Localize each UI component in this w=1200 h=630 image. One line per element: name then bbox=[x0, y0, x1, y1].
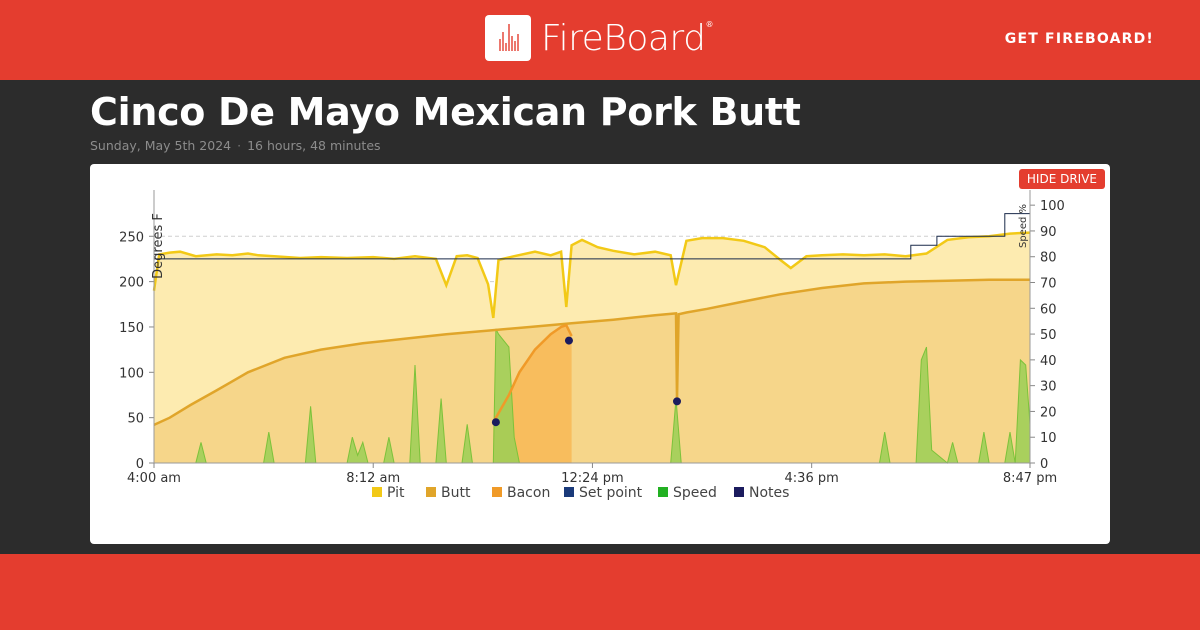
legend-swatch bbox=[564, 487, 574, 497]
fireboard-logo[interactable]: FireBoard ® bbox=[485, 15, 713, 61]
y-tick-label: 150 bbox=[119, 321, 144, 336]
cook-chart: 0 50 100 150 200 250 0 10 20 30 40 50 60 70 80 90 100 4:0… bbox=[119, 190, 1065, 501]
y2-axis-title: Speed % bbox=[1018, 204, 1029, 248]
legend-label: Bacon bbox=[507, 485, 550, 501]
pit-line bbox=[152, 231, 1031, 319]
meta-separator: · bbox=[237, 138, 242, 153]
legend-label: Notes bbox=[749, 485, 789, 501]
legend-swatch bbox=[492, 487, 502, 497]
chart-card: 0 50 100 150 200 250 0 10 20 30 40 50 60 70 80 90 100 4:0… bbox=[90, 164, 1110, 544]
x-tick-label: 8:12 am bbox=[346, 471, 400, 486]
y-axis-title: Degrees F bbox=[151, 213, 166, 279]
butt-line bbox=[153, 278, 1030, 427]
legend-swatch bbox=[426, 487, 436, 497]
get-fireboard-button[interactable]: GET FIREBOARD! bbox=[1004, 31, 1154, 47]
logo-mark-icon bbox=[485, 15, 531, 61]
cook-meta: Sunday, May 5th 2024 · 16 hours, 48 minute… bbox=[90, 138, 381, 153]
legend-label: Speed bbox=[673, 485, 717, 501]
y-tick-label: 250 bbox=[119, 230, 144, 245]
legend-swatch bbox=[734, 487, 744, 497]
note-marker bbox=[491, 418, 500, 427]
y2-tick-label: 0 bbox=[1040, 457, 1048, 472]
legend-label: Pit bbox=[387, 485, 405, 501]
butt-area bbox=[154, 279, 1030, 463]
setpoint-line bbox=[154, 213, 1030, 260]
y2-tick-label: 70 bbox=[1040, 277, 1057, 292]
y2-tick-label: 100 bbox=[1040, 199, 1065, 214]
cook-date: Sunday, May 5th 2024 bbox=[90, 138, 232, 153]
x-tick-label: 4:00 am bbox=[127, 471, 181, 486]
y2-tick-label: 30 bbox=[1040, 380, 1057, 395]
legend-label: Butt bbox=[441, 485, 471, 501]
note-marker bbox=[564, 336, 573, 345]
legend-label: Set point bbox=[579, 485, 643, 501]
y2-tick-label: 10 bbox=[1040, 431, 1057, 446]
y-tick-label: 0 bbox=[136, 457, 144, 472]
speed-area bbox=[154, 328, 1031, 464]
bottom-bar bbox=[0, 554, 1200, 630]
cook-duration: 16 hours, 48 minutes bbox=[247, 138, 381, 153]
y2-tick-label: 80 bbox=[1040, 251, 1057, 266]
legend-swatch bbox=[372, 487, 382, 497]
y2-tick-label: 20 bbox=[1040, 405, 1057, 420]
y2-tick-label: 90 bbox=[1040, 225, 1057, 240]
y2-tick-label: 60 bbox=[1040, 302, 1057, 317]
x-tick-label: 8:47 pm bbox=[1003, 471, 1057, 486]
x-tick-label: 4:36 pm bbox=[785, 471, 839, 486]
note-marker bbox=[673, 397, 682, 406]
brand-name: FireBoard bbox=[541, 17, 706, 59]
hide-drive-button[interactable]: HIDE DRIVE bbox=[1018, 169, 1105, 189]
y2-tick-label: 40 bbox=[1040, 354, 1057, 369]
cook-title: Cinco De Mayo Mexican Pork Butt bbox=[90, 90, 801, 134]
legend-swatch bbox=[658, 487, 668, 497]
top-bar: FireBoard ® GET FIREBOARD! bbox=[0, 0, 1200, 80]
registered-mark: ® bbox=[705, 19, 714, 29]
y-tick-label: 50 bbox=[127, 412, 144, 427]
y2-tick-label: 50 bbox=[1040, 328, 1057, 343]
bacon-line bbox=[492, 323, 573, 423]
x-tick-label: 12:24 pm bbox=[561, 471, 624, 486]
y-tick-label: 100 bbox=[119, 366, 144, 381]
y-tick-label: 200 bbox=[119, 276, 144, 291]
